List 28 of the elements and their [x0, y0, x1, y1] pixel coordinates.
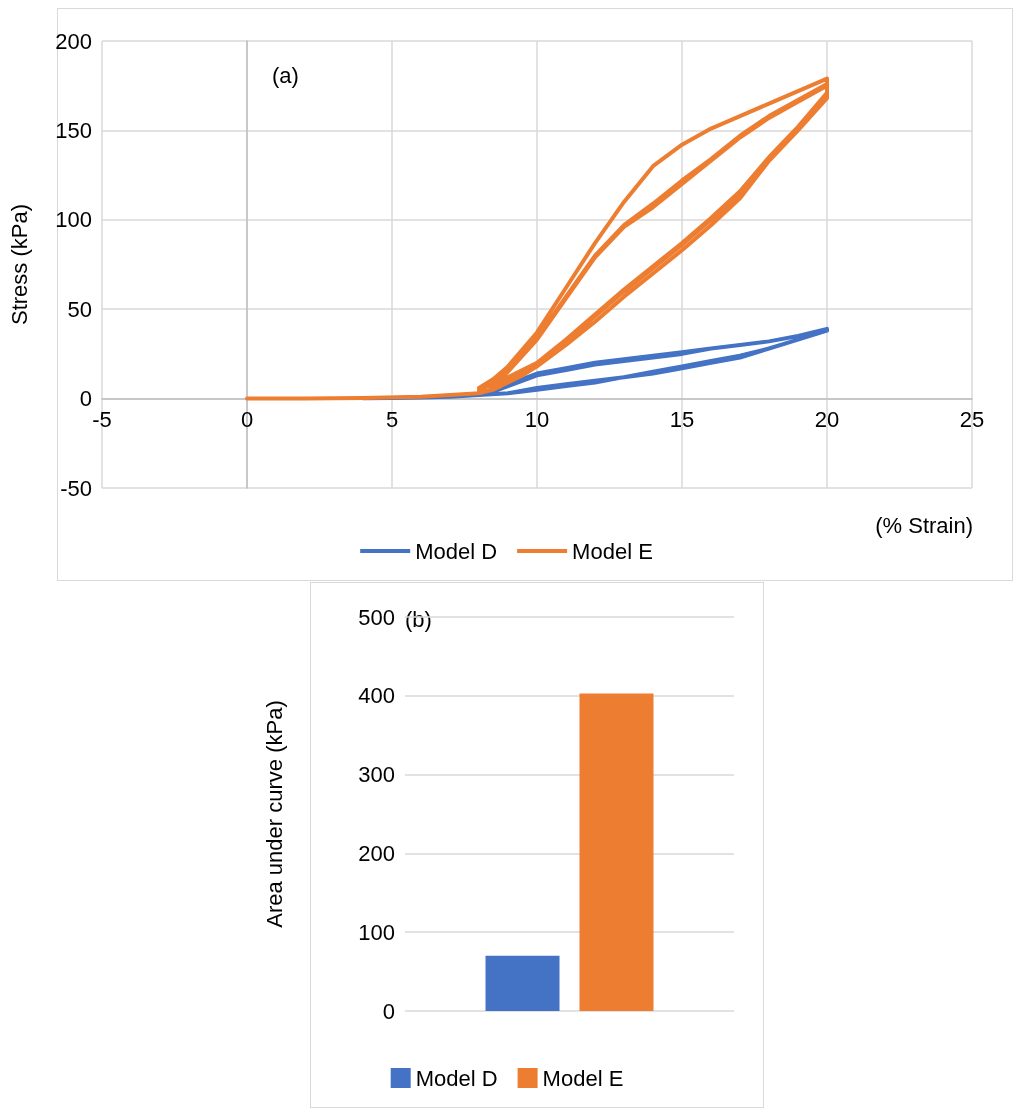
y-tick-label: 150 — [55, 117, 92, 143]
legend-label: Model E — [572, 538, 653, 564]
x-tick-label: 20 — [814, 407, 840, 433]
y-tick-label: 100 — [55, 207, 92, 233]
x-tick-label: 5 — [385, 407, 399, 433]
annotation: (a) — [272, 62, 299, 88]
x-tick-label: 0 — [240, 407, 254, 433]
x-axis-title: (% Strain) — [875, 512, 973, 538]
y-tick-label: 300 — [358, 762, 395, 788]
y-tick-label: 0 — [79, 386, 92, 412]
x-tick-label: -5 — [92, 407, 112, 433]
y-tick-label: 100 — [358, 919, 395, 945]
annotation: (b) — [405, 606, 432, 632]
y-tick-label: 0 — [382, 998, 395, 1024]
legend-label: Model E — [542, 1065, 624, 1091]
y-axis-title: Area under curve (kPa) — [261, 700, 287, 928]
y-tick-label: 50 — [67, 296, 92, 322]
y-tick-label: 200 — [55, 28, 92, 54]
x-tick-label: 25 — [959, 407, 985, 433]
y-axis-title: Stress (kPa) — [6, 203, 32, 326]
y-tick-label: 400 — [358, 683, 395, 709]
y-tick-label: -50 — [60, 475, 92, 501]
y-tick-label: 200 — [358, 840, 395, 866]
y-tick-label: 500 — [358, 604, 395, 630]
x-tick-label: 15 — [669, 407, 695, 433]
legend-label: Model D — [415, 538, 498, 564]
legend-label: Model D — [415, 1065, 498, 1091]
x-tick-label: 10 — [524, 407, 550, 433]
